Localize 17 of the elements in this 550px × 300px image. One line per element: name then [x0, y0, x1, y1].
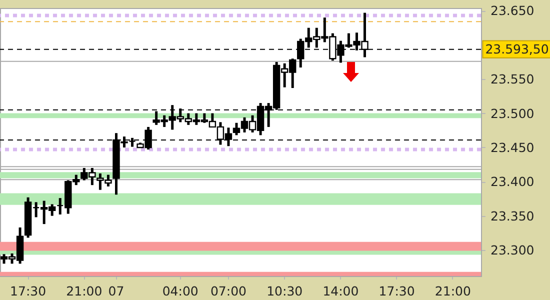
y-tick-label: 23.400 — [490, 174, 534, 190]
y-tick-label: 23.500 — [490, 106, 534, 121]
x-tick-label: 04:00 — [162, 284, 198, 298]
y-tick-label: 23.350 — [490, 208, 534, 224]
x-tick-label: 17:30 — [10, 284, 46, 298]
x-tick-label: 07:00 — [210, 284, 247, 298]
x-tick-label: 14:00 — [322, 284, 359, 298]
ref-line-label: 23.593,50 — [485, 41, 549, 56]
y-tick-label: 23.650 — [490, 3, 534, 18]
x-tick-label: 21:00 — [66, 284, 102, 298]
x-tick-label: 10:30 — [266, 284, 303, 298]
y-tick-label: 23.450 — [490, 140, 534, 155]
x-tick-label: 07 — [108, 284, 124, 298]
y-tick-label: 23.300 — [490, 242, 534, 258]
x-tick-label: 21:00 — [434, 284, 471, 298]
x-tick-label: 17:30 — [378, 284, 415, 298]
y-tick-label: 23.550 — [490, 72, 534, 87]
